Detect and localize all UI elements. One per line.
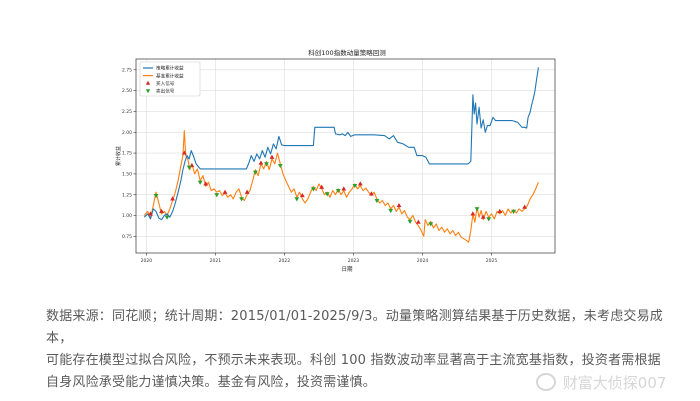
caption-line-1: 数据来源：同花顺；统计周期：2015/01/01-2025/9/3。动量策略测算… [46,309,664,346]
sell-signal-marker [253,170,258,175]
buy-signal-marker [181,150,187,155]
x-axis-ticks: 2020 2021 2022 2023 2024 2025 [141,253,498,264]
buy-signal-marker [480,214,486,219]
buy-signal-marker [148,211,153,216]
buy-signal-marker [269,154,275,159]
buy-signal-marker [203,181,209,186]
buy-signal-marker [258,160,264,165]
buy-signal-marker [470,211,476,216]
grid [136,59,555,253]
legend-swatch-sell [145,89,151,94]
x-axis-label: 日期 [341,266,353,273]
watermark-text: 财富大侦探007 [562,374,667,392]
sell-signal-marker [264,162,269,167]
sell-signal-marker [374,198,380,204]
buy-signal-marker [368,191,374,196]
buy-signal-marker [341,186,347,191]
buy-signal-marker [396,202,402,208]
y-axis-label: 累计收益 [115,146,122,166]
buy-signal-marker [415,219,421,224]
caption-line-2: 可能存在模型过拟合风险，不预示未来表现。科创 100 指数波动率显著高于主流宽基… [46,353,661,368]
legend-label: 买入信号 [156,80,175,87]
legend-swatch-buy [145,80,151,85]
plot-frame [135,58,556,254]
y-tick-label: 2.00 [122,130,132,136]
x-tick-label: 2024 [417,258,429,264]
y-tick-label: 1.75 [122,151,132,157]
chart-title: 科创100指数动量策略回测 [308,48,386,57]
buy-signal-marker [357,181,363,186]
sell-signal-marker [311,187,316,192]
sell-signal-marker [197,180,203,185]
buy-signal-marker [497,208,503,213]
y-tick-label: 2.25 [122,109,132,115]
legend-label: 策略累计收益 [156,65,184,72]
legend-label: 基准累计收益 [156,72,184,79]
buy-signal-marker [222,189,228,194]
sell-signal-marker [352,183,358,189]
sell-signal-marker [324,192,330,197]
signal-markers [148,150,528,227]
y-tick-label: 2.50 [122,88,132,94]
y-tick-label: 0.75 [122,234,132,240]
sell-signal-marker [335,188,341,194]
caption: 数据来源：同花顺；统计周期：2015/01/01-2025/9/3。动量策略测算… [46,306,666,394]
buy-signal-marker [170,196,175,201]
weibo-logo-icon [536,373,556,391]
y-axis-ticks: 0.75 1.00 1.25 1.50 1.75 2.00 2.25 2.50 2.75 [122,67,136,240]
buy-signal-marker [319,184,325,189]
sell-signal-marker [294,197,300,202]
x-tick-label: 2020 [141,258,153,264]
buy-signal-marker [299,192,305,198]
sell-signal-marker [153,193,159,199]
watermark: 财富大侦探007 [536,372,666,393]
sell-signal-marker [277,163,283,169]
x-tick-label: 2021 [210,258,222,264]
x-tick-label: 2022 [279,258,291,264]
sell-signal-marker [486,217,492,222]
sell-signal-marker [388,208,394,214]
sell-signal-marker [164,215,170,220]
buy-signal-marker [159,208,164,213]
series-line-strategy [143,67,539,221]
y-tick-label: 1.50 [122,172,132,178]
y-tick-label: 2.75 [122,67,132,73]
buy-signal-marker [244,189,250,194]
y-tick-label: 1.25 [122,192,132,198]
sell-signal-marker [407,219,413,224]
sell-signal-marker [214,193,220,198]
sell-signal-marker [511,209,516,214]
x-tick-label: 2023 [348,258,360,264]
legend-label: 卖出信号 [156,88,175,95]
sell-signal-marker [474,207,480,212]
sell-signal-marker [239,197,245,202]
sell-signal-marker [186,165,192,170]
legend-box [139,61,201,97]
y-tick-label: 1.00 [122,213,132,219]
buy-signal-marker [522,204,528,209]
sell-signal-marker [428,222,434,227]
caption-line-3: 自身风险承受能力谨慎决策。基金有风险，投资需谨慎。 [46,375,377,390]
x-tick-label: 2025 [486,258,498,264]
chart: 科创100指数动量策略回测 2020 2021 2022 2023 2024 2025 0… [115,48,556,273]
